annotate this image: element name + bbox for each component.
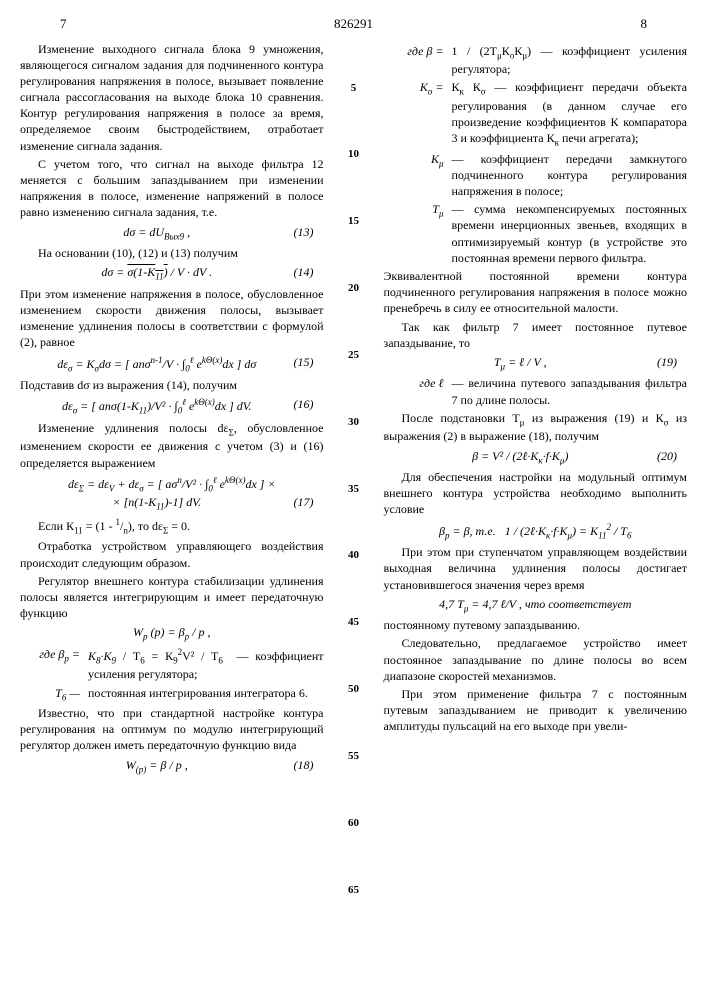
formula-16: dεσ = [ anσ(1-К11)/V² · ∫0ℓ ekΘ(x)dx ] d…	[20, 396, 324, 417]
formula-wp: Wp (p) = βp / p ,	[20, 624, 324, 643]
def-row: Кμ — коэффициент передачи замкнутого под…	[384, 151, 688, 200]
page-num-right: 8	[641, 15, 648, 33]
def-row: T6 — постоянная интегрирования интеграто…	[20, 685, 324, 704]
para: С учетом того, что сигнал на выходе филь…	[20, 156, 324, 221]
para: постоянному путевому запаздыванию.	[384, 617, 688, 633]
formula-15: dεσ = Кσdσ = [ anσn-1/V · ∫0ℓ ekΘ(x)dx ]…	[20, 354, 324, 375]
formula-14: dσ = σ(1-К11) / V · dV . (14)	[20, 264, 324, 283]
para: Эквивалентной постоянной времени контура…	[384, 268, 688, 317]
formula-18: W(p) = β / p , (18)	[20, 757, 324, 776]
para: Если К11 = (1 - 1/n), то dεΣ = 0.	[20, 516, 324, 537]
para: На основании (10), (12) и (13) получим	[20, 245, 324, 261]
formula-20: β = V² / (2ℓ·Кк·f·Кμ) (20)	[384, 448, 688, 467]
formula-13: dσ = dUВых9 , (13)	[20, 224, 324, 243]
para: После подстановки Tμ из выражения (19) и…	[384, 410, 688, 445]
patent-number: 826291	[67, 15, 641, 33]
para: Изменение выходного сигнала блока 9 умно…	[20, 41, 324, 154]
para: Следовательно, предлагаемое устройство и…	[384, 635, 688, 684]
para: Подставив dσ из выражения (14), получим	[20, 377, 324, 393]
para: Так как фильтр 7 имеет постоянное путево…	[384, 319, 688, 351]
page-header: 7 826291 8	[20, 15, 687, 41]
para: При этом при ступенчатом управляющем воз…	[384, 544, 688, 593]
para: Известно, что при стандартной настройке …	[20, 705, 324, 754]
para: Регулятор внешнего контура стабилизации …	[20, 573, 324, 622]
left-column: Изменение выходного сигнала блока 9 умно…	[20, 41, 324, 898]
def-row: Ко = Кк Кσ — коэффициент передачи объект…	[384, 79, 688, 148]
para: При этом применение фильтра 7 с постоянн…	[384, 686, 688, 735]
def-row: где βp = К8·К9 / T6 = К92V² / T6 — коэфф…	[20, 646, 324, 683]
para: Изменение удлинения полосы dεΣ, обусловл…	[20, 420, 324, 471]
formula-17: dεΣ = dεV + dεσ = [ aσn/V² · ∫0ℓ ekΘ(x)d…	[20, 474, 324, 513]
content-columns: Изменение выходного сигнала блока 9 умно…	[20, 41, 687, 898]
line-numbers: 5 10 15 20 25 30 35 40 45 50 55 60 65	[344, 41, 364, 898]
def-row: где β = 1 / (2TμКоКμ) — коэффициент усил…	[384, 43, 688, 78]
para: Для обеспечения настройки на модульный о…	[384, 469, 688, 518]
formula-21: βp = β, т.е. 1 / (2ℓ·Кк·f·Кμ) = К112 / T…	[384, 521, 688, 542]
def-row: Tμ — сумма некомпенсируемых постоянных в…	[384, 201, 688, 266]
formula-19: Tμ = ℓ / V , (19)	[384, 354, 688, 373]
formula-22: 4,7 Tμ = 4,7 ℓ/V , что соответствует	[384, 596, 688, 615]
right-column: где β = 1 / (2TμКоКμ) — коэффициент усил…	[384, 41, 688, 898]
para: При этом изменение напряжения в полосе, …	[20, 286, 324, 351]
para: Отработка устройством управляющего возде…	[20, 538, 324, 570]
def-row: где ℓ — величина путевого запаздывания ф…	[384, 375, 688, 407]
